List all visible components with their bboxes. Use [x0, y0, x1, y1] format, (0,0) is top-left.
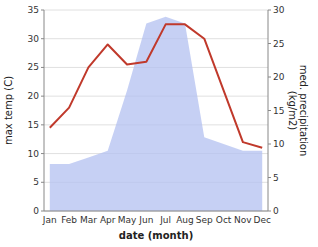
- y-tick-label: 15: [28, 120, 39, 130]
- y2-tick: [268, 43, 271, 44]
- x-tick-label: Feb: [61, 215, 77, 225]
- x-axis-label: date (month): [119, 230, 193, 241]
- y2-tick: [268, 10, 271, 11]
- y-tick: [41, 153, 44, 154]
- y-tick-label: 25: [28, 62, 39, 72]
- y-tick: [41, 96, 44, 97]
- temperature-line: [50, 24, 262, 147]
- y2-axis-label: med. precipitation(kg/m2): [287, 65, 310, 157]
- y2-tick-label: 15: [273, 106, 284, 116]
- y2-tick-label: 20: [273, 72, 285, 82]
- grid-line: [44, 211, 268, 212]
- x-tick-label: Jul: [159, 215, 171, 225]
- plot-area: [50, 17, 262, 211]
- x-tick-label: Jan: [42, 215, 57, 225]
- y-tick-label: 30: [28, 34, 40, 44]
- precipitation-area: [50, 17, 262, 211]
- x-axis-line: [44, 211, 268, 212]
- y2-tick: [268, 110, 271, 111]
- x-tick-label: Aug: [176, 215, 194, 225]
- y-tick: [41, 211, 44, 212]
- y2-axis-label-line: (kg/m2): [287, 91, 298, 131]
- y-tick-label: 0: [33, 206, 39, 216]
- x-tick-label: Oct: [216, 215, 232, 225]
- y-tick: [41, 124, 44, 125]
- y-tick: [41, 182, 44, 183]
- x-tick-label: Nov: [234, 215, 252, 225]
- y-tick: [41, 67, 44, 68]
- x-tick-label: May: [118, 215, 137, 225]
- y-axis-label: max temp (C): [3, 76, 14, 145]
- y-tick: [41, 38, 44, 39]
- y-tick-label: 5: [33, 177, 39, 187]
- y2-tick-label: 30: [273, 5, 285, 15]
- y2-tick-label: 0: [273, 206, 279, 216]
- grid-line: [44, 10, 268, 11]
- x-tick-label: Jun: [138, 215, 153, 225]
- y-axis-line: [44, 10, 45, 211]
- y2-tick: [268, 211, 271, 212]
- y2-tick: [268, 177, 271, 178]
- y2-tick: [268, 144, 271, 145]
- y2-tick-label: 25: [273, 39, 284, 49]
- y2-tick: [268, 77, 271, 78]
- y-tick-label: 10: [28, 149, 40, 159]
- chart: 0 5 10 15 20 25 30 35 0 5 10 15 20 25 30 Jan FebMarAprMa…: [0, 0, 318, 247]
- x-tick-label: Apr: [100, 215, 116, 225]
- x-tick-label: Sep: [196, 215, 213, 225]
- y2-tick-label: 5: [273, 173, 279, 183]
- x-tick-label: Mar: [80, 215, 97, 225]
- y-tick: [41, 10, 44, 11]
- x-tick-label: Dec: [253, 215, 270, 225]
- y-tick-label: 20: [28, 91, 40, 101]
- y-tick-label: 35: [28, 5, 39, 15]
- y2-axis-label-line: med. precipitation: [298, 65, 309, 157]
- y2-tick-label: 10: [273, 139, 285, 149]
